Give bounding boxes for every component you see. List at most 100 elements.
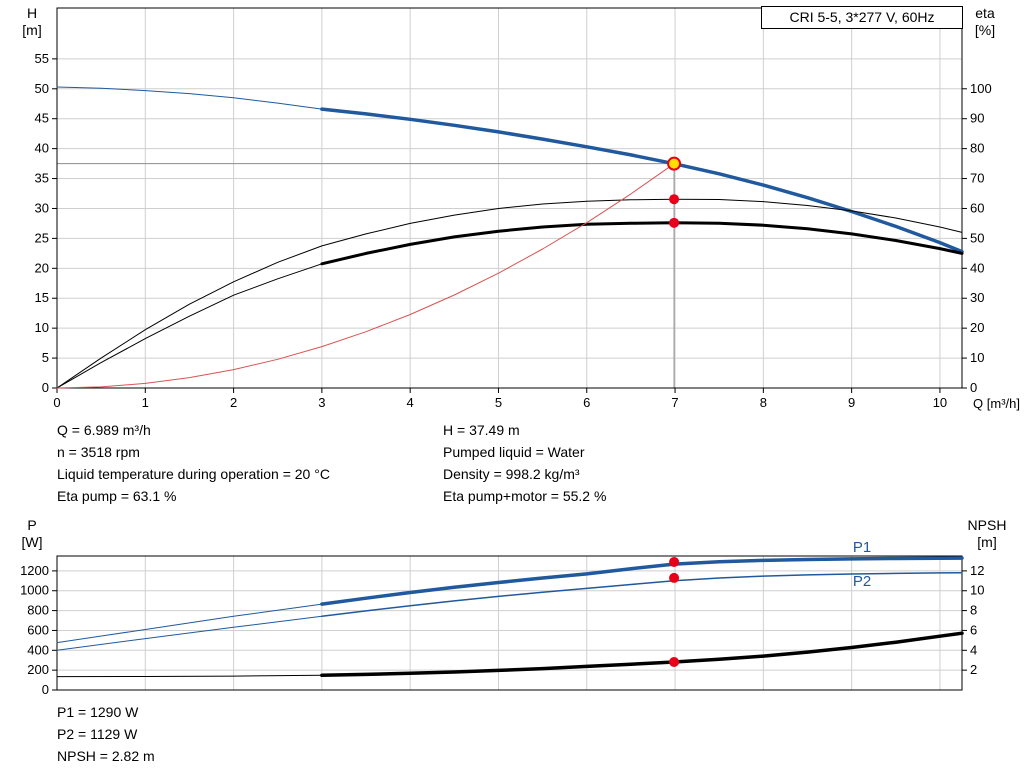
y-left-tick-label: 40 [35, 141, 49, 156]
y-right-tick-label: 20 [970, 320, 984, 335]
p2-extension-curve [56, 615, 323, 651]
y-right-tick-label: 12 [970, 563, 984, 578]
y-right-tick-label: 50 [970, 230, 984, 245]
result-row: Eta pump = 63.1 % Eta pump+motor = 55.2 … [0, 488, 1024, 510]
x-tick-label: 1 [142, 395, 149, 410]
curve-label-p1: P1 [853, 539, 871, 556]
p1-curve [320, 556, 964, 606]
npsh-axis-label-line1: NPSH [967, 517, 1007, 533]
x-tick-label: 2 [230, 395, 237, 410]
result-density: Density = 998.2 kg/m³ [443, 466, 580, 482]
duty-point-marker[interactable] [667, 156, 682, 171]
p-axis-label: P [W] [14, 517, 50, 551]
y-left-tick-label: 0 [42, 682, 49, 697]
y-left-tick-label: 25 [35, 230, 49, 245]
x-tick-label: 7 [671, 395, 678, 410]
hq-chart-svg: 0510152025303540455055010203040506070809… [35, 7, 992, 410]
npsh-point-marker [669, 657, 680, 668]
x-tick-label: 10 [933, 395, 947, 410]
p-axis-label-line2: [W] [21, 534, 43, 550]
plot-frame [56, 7, 963, 389]
result-row: Liquid temperature during operation = 20… [0, 466, 1024, 488]
x-tick-label: 9 [848, 395, 855, 410]
result-npsh: NPSH = 2.82 m [57, 748, 155, 764]
curve-label-p2: P2 [853, 573, 871, 590]
npsh-axis-label-line2: [m] [977, 534, 997, 550]
q-axis-label: Q [m³/h] [973, 396, 1020, 411]
eta-pump-motor-extension-curve [56, 263, 323, 389]
y-right-tick-label: 90 [970, 111, 984, 126]
x-tick-label: 8 [760, 395, 767, 410]
npsh-axis-label: NPSH [m] [960, 517, 1014, 551]
p1-point-marker [669, 556, 680, 567]
x-tick-label: 4 [407, 395, 414, 410]
y-left-tick-label: 200 [27, 662, 49, 677]
y-left-tick-label: 400 [27, 642, 49, 657]
p1-extension-curve [56, 603, 323, 644]
y-left-tick-label: 10 [35, 320, 49, 335]
eta-pump-curve [56, 198, 963, 389]
hq-extension-curve [56, 86, 323, 110]
y-left-tick-label: 30 [35, 200, 49, 215]
eta-axis-label-line2: [%] [974, 22, 996, 38]
result-liquid: Pumped liquid = Water [443, 444, 585, 460]
y-right-tick-label: 6 [970, 622, 977, 637]
system-curve [56, 163, 675, 389]
y-right-tick-label: 4 [970, 642, 977, 657]
x-tick-label: 6 [583, 395, 590, 410]
result-q: Q = 6.989 m³/h [57, 422, 151, 438]
eta-axis-label: eta [%] [962, 5, 1008, 39]
y-right-tick-label: 70 [970, 171, 984, 186]
x-tick-label: 3 [318, 395, 325, 410]
result-row: Q = 6.989 m³/h H = 37.49 m [0, 422, 1024, 444]
p2-curve [321, 571, 963, 618]
result-text-bottom: P1 = 1290 W P2 = 1129 W NPSH = 2.82 m [57, 701, 155, 767]
npsh-extension-curve [56, 674, 323, 678]
result-speed: n = 3518 rpm [57, 444, 140, 460]
y-left-tick-label: 0 [42, 380, 49, 395]
y-left-tick-label: 1200 [20, 563, 49, 578]
result-text-top: Q = 6.989 m³/h H = 37.49 m n = 3518 rpm … [0, 422, 1024, 510]
y-right-tick-label: 80 [970, 141, 984, 156]
eta-pump-point-marker [669, 194, 680, 205]
h-axis-label-line1: H [26, 5, 38, 21]
y-left-tick-label: 50 [35, 81, 49, 96]
npsh-curve [320, 631, 964, 678]
result-row: n = 3518 rpm Pumped liquid = Water [0, 444, 1024, 466]
p2-point-marker [669, 572, 680, 583]
y-left-tick-label: 800 [27, 603, 49, 618]
p-axis-label-line1: P [27, 517, 37, 533]
y-right-tick-label: 100 [970, 81, 992, 96]
y-left-tick-label: 15 [35, 290, 49, 305]
y-right-tick-label: 10 [970, 350, 984, 365]
y-right-tick-label: 2 [970, 662, 977, 677]
result-h: H = 37.49 m [443, 422, 520, 438]
y-left-tick-label: 45 [35, 111, 49, 126]
y-left-tick-label: 35 [35, 171, 49, 186]
plot-frame [56, 555, 963, 691]
y-right-tick-label: 8 [970, 603, 977, 618]
h-axis-label: H [m] [14, 5, 50, 39]
y-right-tick-label: 0 [970, 380, 977, 395]
h-axis-label-line2: [m] [22, 22, 42, 38]
hq-curve [320, 107, 964, 254]
eta-pump-motor-point-marker [669, 217, 680, 228]
x-tick-label: 0 [53, 395, 60, 410]
x-tick-label: 5 [495, 395, 502, 410]
y-right-tick-label: 40 [970, 260, 984, 275]
y-left-tick-label: 20 [35, 260, 49, 275]
power-npsh-chart-svg: 0 200 400 600 800 1000 1200 2 4 6 8 10 12 P1 P2 [20, 539, 984, 697]
y-left-tick-label: 1000 [20, 583, 49, 598]
eta-axis-label-line1: eta [975, 5, 995, 21]
result-eta-pump-motor: Eta pump+motor = 55.2 % [443, 488, 607, 504]
y-left-tick-label: 600 [27, 622, 49, 637]
result-eta-pump: Eta pump = 63.1 % [57, 488, 177, 504]
y-left-tick-label: 5 [42, 350, 49, 365]
y-right-tick-label: 10 [970, 583, 984, 598]
result-p2: P2 = 1129 W [57, 726, 138, 742]
pump-title-box: CRI 5-5, 3*277 V, 60Hz [761, 6, 963, 29]
eta-pump-motor-curve [320, 221, 964, 266]
y-right-tick-label: 30 [970, 290, 984, 305]
y-right-tick-label: 60 [970, 200, 984, 215]
